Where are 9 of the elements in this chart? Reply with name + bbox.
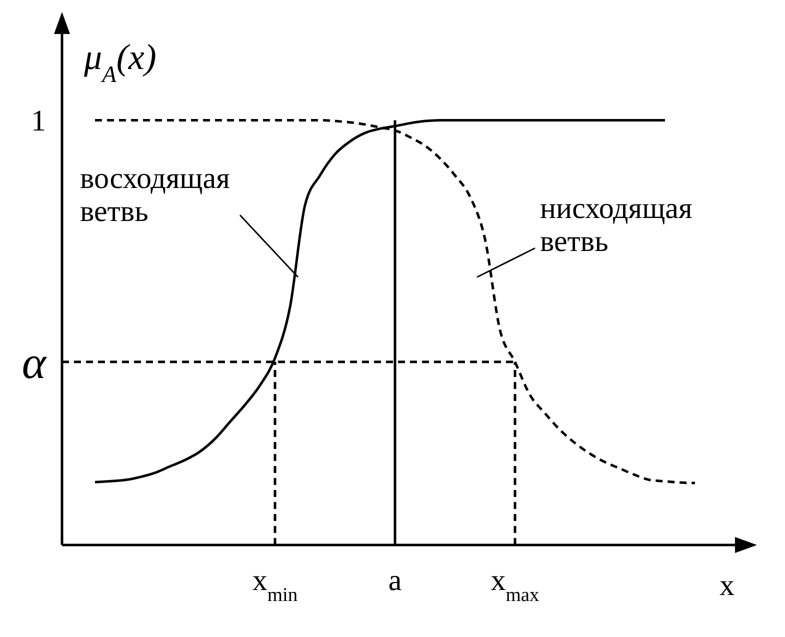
annotation: нисходящая ветвь [540, 192, 692, 258]
y-axis-title: μ$_{A}$(x) [83, 37, 156, 88]
text: 1 [31, 104, 46, 138]
x-tick-label: a [388, 564, 402, 597]
x-tick-label: x$_{min}$ [252, 564, 298, 606]
x-axis-title: x [720, 569, 734, 602]
x-tick-label: x$_{max}$ [490, 564, 540, 606]
annotation: восходящая ветвь [80, 162, 230, 228]
ref-line-label: α [22, 337, 47, 388]
